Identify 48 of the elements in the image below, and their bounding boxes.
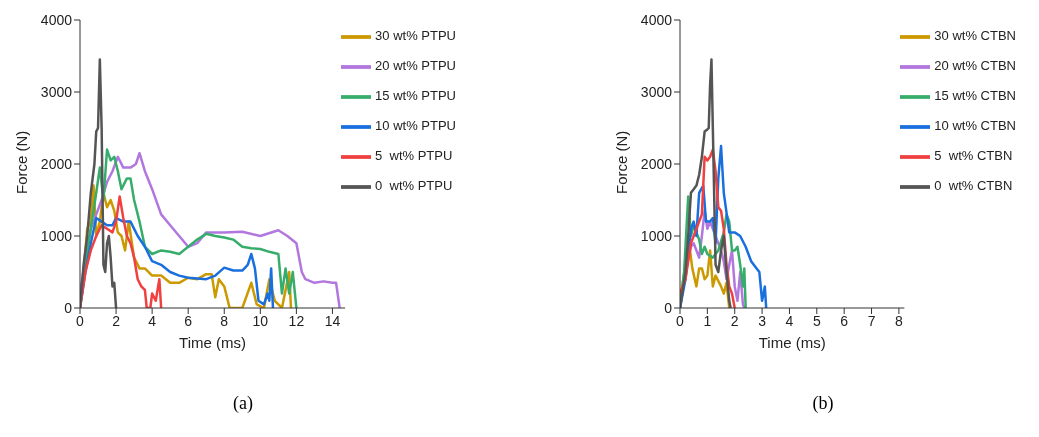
y-tick-label: 4000 xyxy=(640,11,673,28)
text: (a) xyxy=(232,393,254,414)
x-tick-label: 1 xyxy=(703,312,712,329)
y-tick-label: 3000 xyxy=(640,83,673,100)
x-tick-label: 0 xyxy=(76,312,85,329)
line-series xyxy=(80,58,118,308)
x-tick-label: 7 xyxy=(867,312,876,329)
y-tick-label: 1000 xyxy=(40,227,73,244)
legend-label: 15 wt% PTPU xyxy=(375,88,456,104)
y-tick-label: 2000 xyxy=(40,155,73,172)
legend-label: 5 wt% PTPU xyxy=(375,148,453,164)
x-tick-label: 10 xyxy=(252,312,269,329)
x-axis-title: Time (ms) xyxy=(179,334,247,351)
legend-label: 10 wt% CTBN xyxy=(934,118,1016,134)
line-series xyxy=(680,58,732,308)
legend-label: 5 wt% CTBN xyxy=(934,148,1013,164)
legend-label: 30 wt% PTPU xyxy=(375,28,456,44)
x-tick-label: 2 xyxy=(730,312,739,329)
y-tick-label: 0 xyxy=(64,299,73,316)
legend-label: 20 wt% PTPU xyxy=(375,58,456,74)
x-tick-label: 8 xyxy=(894,312,903,329)
x-tick-label: 0 xyxy=(676,312,685,329)
x-tick-label: 6 xyxy=(840,312,849,329)
x-tick-label: 4 xyxy=(148,312,157,329)
y-tick-label: 4000 xyxy=(40,11,73,28)
y-tick-label: 3000 xyxy=(40,83,73,100)
x-tick-label: 14 xyxy=(324,312,341,329)
x-tick-label: 8 xyxy=(220,312,229,329)
y-tick-label: 1000 xyxy=(640,227,673,244)
line-series xyxy=(80,195,163,308)
x-axis-title: Time (ms) xyxy=(758,334,826,351)
x-tick-label: 2 xyxy=(112,312,121,329)
text: (b) xyxy=(811,393,835,414)
legend-label: 0 wt% CTBN xyxy=(934,178,1013,194)
y-axis-title: Force (N) xyxy=(13,130,31,194)
x-tick-label: 5 xyxy=(812,312,821,329)
legend-label: 20 wt% CTBN xyxy=(934,58,1016,74)
x-tick-label: 12 xyxy=(288,312,305,329)
legend-label: 0 wt% PTPU xyxy=(375,178,453,194)
legend-label: 30 wt% CTBN xyxy=(934,28,1016,44)
y-axis-title: Force (N) xyxy=(613,130,631,194)
y-tick-label: 2000 xyxy=(640,155,673,172)
legend-label: 10 wt% PTPU xyxy=(375,118,456,134)
x-tick-label: 6 xyxy=(184,312,193,329)
x-tick-label: 4 xyxy=(785,312,794,329)
legend-label: 15 wt% CTBN xyxy=(934,88,1016,104)
x-tick-label: 3 xyxy=(758,312,767,329)
y-tick-label: 0 xyxy=(664,299,673,316)
